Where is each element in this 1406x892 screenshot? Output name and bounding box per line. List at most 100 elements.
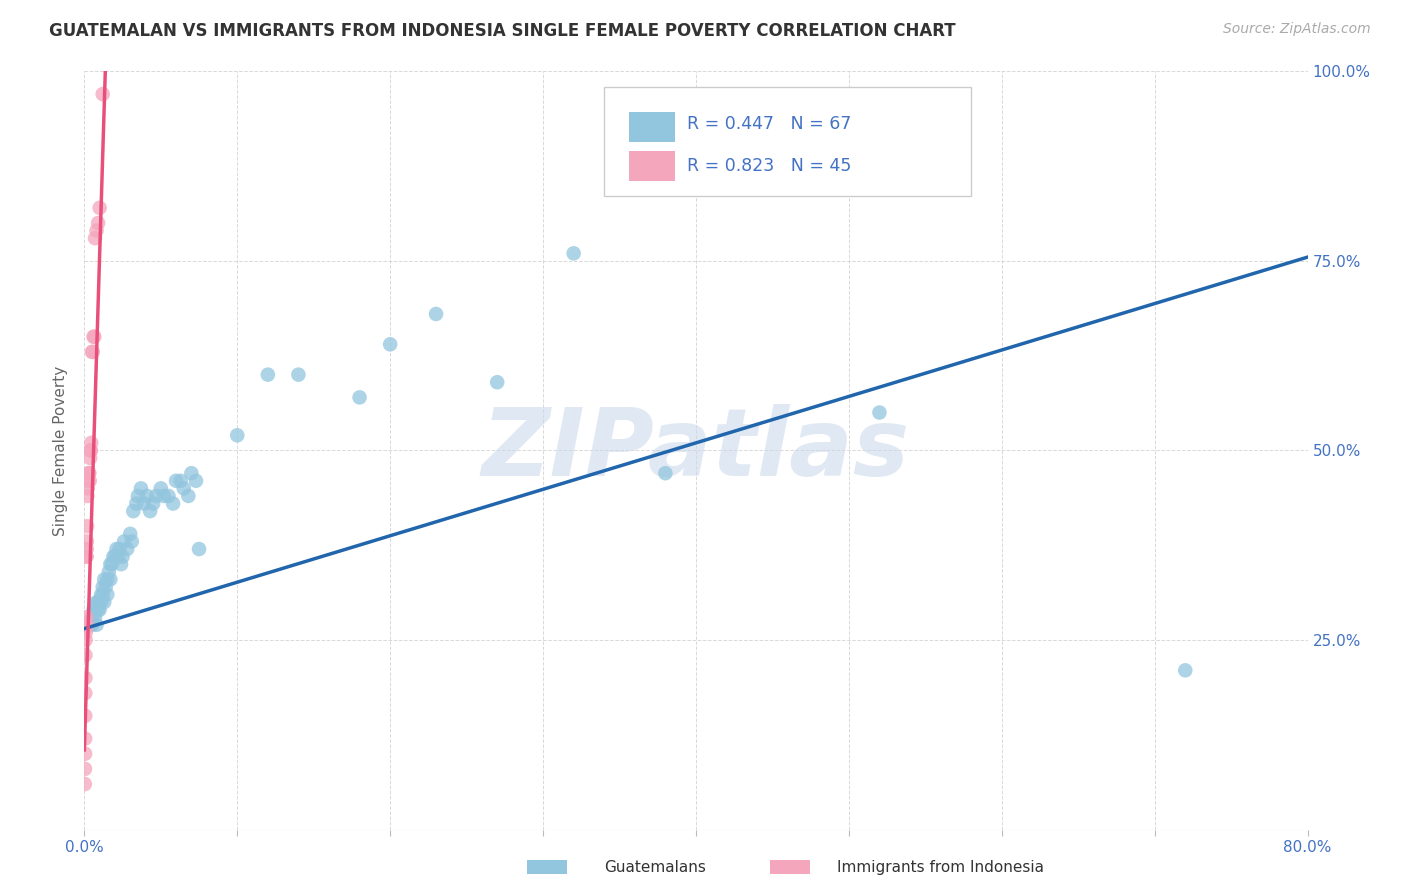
- Point: [654, 467, 676, 481]
- Point: [75, 747, 97, 761]
- Point: [127, 489, 149, 503]
- Point: [170, 474, 193, 488]
- Text: GUATEMALAN VS IMMIGRANTS FROM INDONESIA SINGLE FEMALE POVERTY CORRELATION CHART: GUATEMALAN VS IMMIGRANTS FROM INDONESIA …: [49, 22, 956, 40]
- Point: [93, 595, 115, 609]
- Point: [79, 474, 101, 488]
- Point: [869, 405, 891, 420]
- Point: [75, 617, 97, 632]
- Point: [173, 482, 195, 496]
- Point: [79, 451, 101, 466]
- Text: R = 0.823   N = 45: R = 0.823 N = 45: [688, 157, 852, 175]
- Point: [96, 588, 118, 602]
- Point: [153, 489, 176, 503]
- Text: R = 0.447   N = 67: R = 0.447 N = 67: [688, 115, 852, 134]
- Point: [90, 588, 112, 602]
- Point: [108, 542, 131, 557]
- Point: [486, 376, 509, 390]
- Point: [93, 573, 115, 587]
- Point: [97, 565, 120, 579]
- Point: [1174, 664, 1197, 678]
- Point: [98, 573, 121, 587]
- Point: [562, 246, 585, 260]
- Point: [77, 467, 100, 481]
- Point: [84, 610, 107, 624]
- Point: [75, 617, 97, 632]
- Point: [77, 467, 100, 481]
- Point: [83, 330, 105, 344]
- Point: [149, 482, 172, 496]
- Point: [80, 436, 103, 450]
- Point: [157, 489, 180, 503]
- Point: [120, 526, 142, 541]
- Point: [75, 633, 97, 648]
- Point: [76, 542, 98, 557]
- Point: [80, 610, 103, 624]
- Point: [110, 557, 132, 572]
- Point: [87, 595, 110, 609]
- Point: [177, 489, 200, 503]
- Point: [75, 625, 97, 640]
- Text: Source: ZipAtlas.com: Source: ZipAtlas.com: [1223, 22, 1371, 37]
- Point: [122, 504, 145, 518]
- Point: [80, 617, 103, 632]
- Point: [107, 549, 129, 564]
- Point: [80, 443, 103, 458]
- Point: [145, 489, 167, 503]
- Point: [91, 588, 114, 602]
- Point: [76, 489, 98, 503]
- Point: [121, 534, 143, 549]
- Point: [75, 617, 97, 632]
- Point: [136, 489, 159, 503]
- Point: [75, 686, 97, 700]
- Point: [91, 87, 114, 102]
- Point: [380, 337, 402, 351]
- Point: [132, 496, 155, 510]
- Point: [180, 467, 202, 481]
- Point: [79, 617, 101, 632]
- Point: [111, 549, 134, 564]
- Point: [82, 344, 104, 359]
- Point: [188, 542, 211, 557]
- Point: [139, 504, 162, 518]
- Point: [73, 777, 96, 791]
- Point: [76, 482, 98, 496]
- Point: [125, 496, 148, 510]
- Point: [75, 610, 97, 624]
- Point: [75, 671, 97, 685]
- Point: [115, 542, 138, 557]
- Point: [83, 330, 105, 344]
- Point: [77, 467, 100, 481]
- FancyBboxPatch shape: [628, 151, 675, 181]
- Point: [75, 648, 97, 662]
- Point: [86, 223, 108, 237]
- Point: [75, 617, 97, 632]
- Point: [75, 549, 97, 564]
- Text: ZIPatlas: ZIPatlas: [482, 404, 910, 497]
- Point: [112, 534, 135, 549]
- Point: [104, 549, 127, 564]
- Point: [89, 201, 111, 215]
- Point: [89, 595, 111, 609]
- Point: [90, 595, 112, 609]
- Point: [425, 307, 447, 321]
- Point: [75, 731, 97, 746]
- Point: [96, 573, 118, 587]
- Point: [87, 216, 110, 230]
- Point: [75, 617, 97, 632]
- Point: [75, 617, 97, 632]
- Text: Guatemalans: Guatemalans: [605, 860, 706, 874]
- Point: [75, 622, 97, 636]
- Point: [349, 391, 371, 405]
- Point: [91, 580, 114, 594]
- Point: [75, 708, 97, 723]
- Point: [94, 580, 117, 594]
- Point: [80, 344, 103, 359]
- Point: [77, 474, 100, 488]
- Point: [75, 617, 97, 632]
- Point: [105, 542, 128, 557]
- Point: [83, 603, 105, 617]
- Point: [142, 496, 165, 510]
- Point: [76, 534, 98, 549]
- Point: [165, 474, 187, 488]
- Point: [98, 557, 121, 572]
